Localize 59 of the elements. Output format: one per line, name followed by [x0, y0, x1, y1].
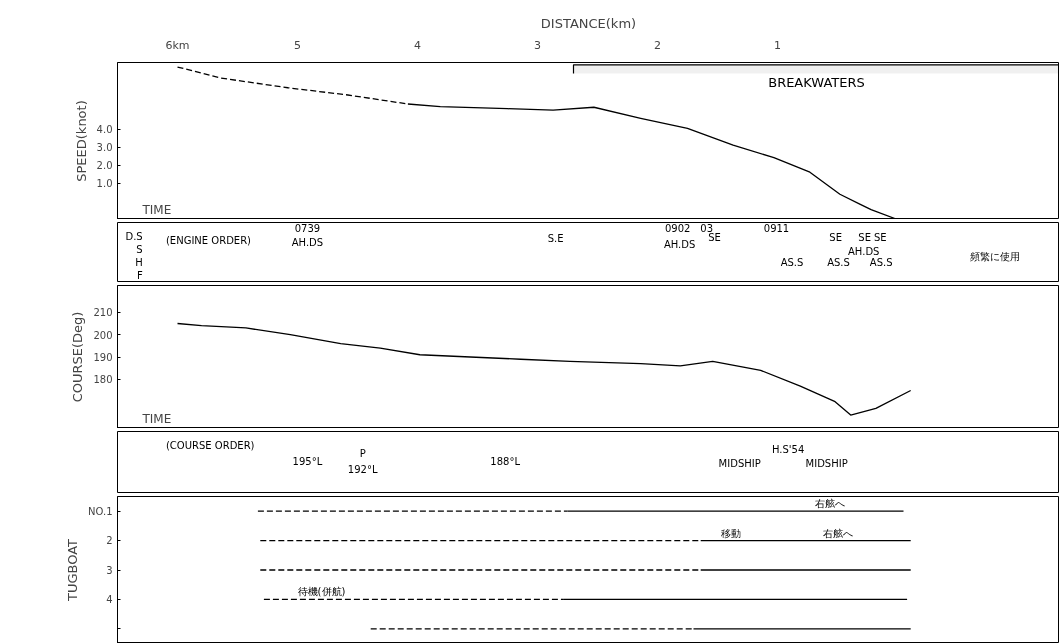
- text: P: [359, 448, 366, 459]
- text: H.S'54: [771, 444, 805, 455]
- x-tick-label: 3: [534, 38, 541, 52]
- y-tick-label: 3.0: [96, 142, 113, 154]
- text: 192°L: [347, 464, 378, 475]
- text: AS.S: [827, 257, 850, 268]
- text: AH.DS: [663, 239, 696, 250]
- text: SE: [708, 232, 721, 243]
- x-axis-title: DISTANCE(km): [540, 15, 637, 31]
- text: AH.DS: [848, 246, 880, 257]
- text: SE: [873, 232, 887, 243]
- text: S.E: [547, 233, 564, 244]
- y-tick-label: 1.0: [96, 178, 113, 190]
- x-tick-label: 1: [774, 38, 781, 52]
- y-tick-label: 2.0: [96, 160, 113, 172]
- y-tick-label: 4: [106, 593, 113, 605]
- x-tick-label: 6km: [165, 38, 190, 52]
- text: (COURSE ORDER): [165, 440, 255, 451]
- text: S: [136, 244, 143, 255]
- text: F: [136, 270, 143, 281]
- text: 頻繁に使用: [970, 251, 1021, 262]
- y-tick-label: NO.1: [88, 505, 113, 517]
- text: MIDSHIP: [718, 458, 761, 469]
- x-tick-label: 4: [414, 38, 421, 52]
- text: MIDSHIP: [805, 458, 848, 469]
- text: 0902: [664, 222, 691, 234]
- text: SE: [829, 232, 842, 243]
- y-tick-label: 200: [93, 329, 113, 341]
- text: AS.S: [869, 257, 893, 268]
- text: 188°L: [490, 456, 521, 467]
- y-tick-label: 4.0: [96, 124, 113, 136]
- text: D.S: [125, 231, 143, 242]
- x-tick-label: 2: [654, 38, 661, 52]
- annotation: 移動: [720, 527, 741, 539]
- band-label: BREAKWATERS: [768, 75, 865, 91]
- y-axis-title: TUGBOAT: [65, 538, 81, 603]
- text: 0911: [763, 222, 790, 234]
- y-tick-label: 190: [93, 352, 113, 363]
- text: H: [135, 257, 143, 268]
- text: AH.DS: [291, 237, 324, 248]
- line-series: [176, 322, 912, 416]
- x-tick-label: 5: [294, 38, 301, 52]
- y-tick-label: 2: [106, 535, 113, 547]
- text: AS.S: [780, 257, 804, 268]
- y-tick-label: 3: [106, 564, 113, 576]
- y-tick-label: 180: [93, 374, 113, 386]
- annotation: TIME: [141, 202, 172, 217]
- text: SE: [858, 232, 872, 243]
- y-axis-title: SPEED(knot): [73, 100, 89, 182]
- y-tick-label: 210: [93, 307, 113, 319]
- y-axis-title: COURSE(Deg): [70, 311, 86, 403]
- text: (ENGINE ORDER): [165, 235, 252, 246]
- text: 03: [700, 222, 714, 234]
- text: 0739: [294, 222, 321, 234]
- text: 195°L: [292, 456, 323, 467]
- annotation: 右舷へ: [822, 527, 853, 539]
- annotation: 待機(併航): [297, 586, 346, 598]
- annotation: TIME: [141, 411, 172, 426]
- annotation: 右舷へ: [815, 498, 846, 510]
